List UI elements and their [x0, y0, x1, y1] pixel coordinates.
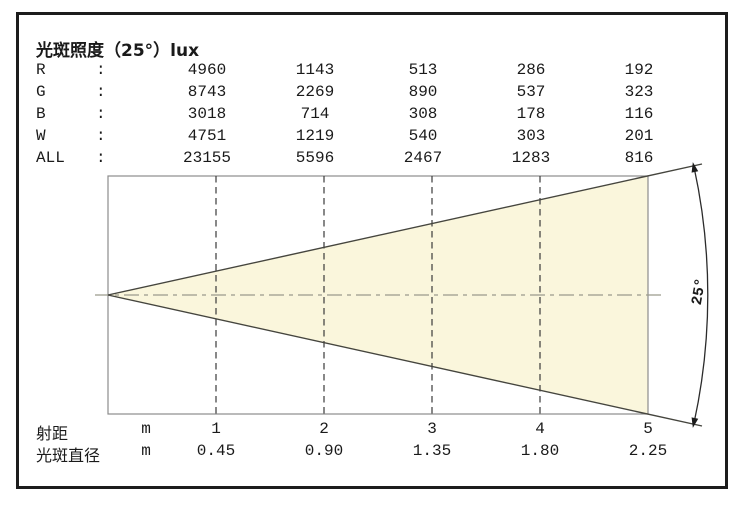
diameter-value-2m: 0.90	[304, 442, 344, 460]
distance-tick-2: 2	[319, 420, 329, 438]
diameter-unit: m	[141, 442, 151, 460]
distance-tick-3: 3	[427, 420, 437, 438]
value-r-3m: 513	[408, 61, 438, 79]
value-all-2m: 5596	[295, 149, 335, 167]
value-r-2m: 1143	[295, 61, 335, 79]
value-r-5m: 192	[624, 61, 654, 79]
value-b-1m: 3018	[187, 105, 227, 123]
value-all-4m: 1283	[511, 149, 551, 167]
row-colon: :	[96, 83, 106, 101]
distance-tick-4: 4	[535, 420, 545, 438]
value-w-5m: 201	[624, 127, 654, 145]
value-g-3m: 890	[408, 83, 438, 101]
diameter-axis-row: 光斑直径 m 0.45 0.90 1.35 1.80 2.25	[0, 442, 746, 465]
value-g-4m: 537	[516, 83, 546, 101]
distance-axis-row: 射距 m 1 2 3 4 5	[0, 420, 746, 443]
table-row: G : 8743 2269 890 537 323	[0, 83, 746, 105]
row-label-w: W	[36, 127, 46, 145]
table-row: W : 4751 1219 540 303 201	[0, 127, 746, 149]
row-label-all: ALL	[36, 149, 65, 167]
row-label-r: R	[36, 61, 46, 79]
distance-axis-label: 射距	[36, 424, 69, 443]
distance-unit: m	[141, 420, 151, 438]
row-label-b: B	[36, 105, 46, 123]
value-r-1m: 4960	[187, 61, 227, 79]
distance-tick-1: 1	[211, 420, 221, 438]
distance-tick-5: 5	[643, 420, 653, 438]
value-all-3m: 2467	[403, 149, 443, 167]
diameter-value-5m: 2.25	[628, 442, 668, 460]
value-w-3m: 540	[408, 127, 438, 145]
page-title: 光斑照度（25°）lux	[36, 41, 200, 61]
value-g-2m: 2269	[295, 83, 335, 101]
value-b-4m: 178	[516, 105, 546, 123]
row-colon: :	[96, 61, 106, 79]
value-w-1m: 4751	[187, 127, 227, 145]
value-w-2m: 1219	[295, 127, 335, 145]
row-label-g: G	[36, 83, 46, 101]
diameter-axis-label: 光斑直径	[36, 446, 101, 465]
diameter-value-3m: 1.35	[412, 442, 452, 460]
value-all-1m: 23155	[182, 149, 231, 167]
table-row: B : 3018 714 308 178 116	[0, 105, 746, 127]
table-row: ALL : 23155 5596 2467 1283 816	[0, 149, 746, 171]
value-all-5m: 816	[624, 149, 654, 167]
row-colon: :	[96, 149, 106, 167]
value-b-2m: 714	[300, 105, 330, 123]
value-b-5m: 116	[624, 105, 654, 123]
row-colon: :	[96, 105, 106, 123]
diameter-value-4m: 1.80	[520, 442, 560, 460]
value-b-3m: 308	[408, 105, 438, 123]
row-colon: :	[96, 127, 106, 145]
diameter-value-1m: 0.45	[196, 442, 236, 460]
value-g-1m: 8743	[187, 83, 227, 101]
value-w-4m: 303	[516, 127, 546, 145]
value-r-4m: 286	[516, 61, 546, 79]
table-row: R : 4960 1143 513 286 192	[0, 61, 746, 83]
value-g-5m: 323	[624, 83, 654, 101]
